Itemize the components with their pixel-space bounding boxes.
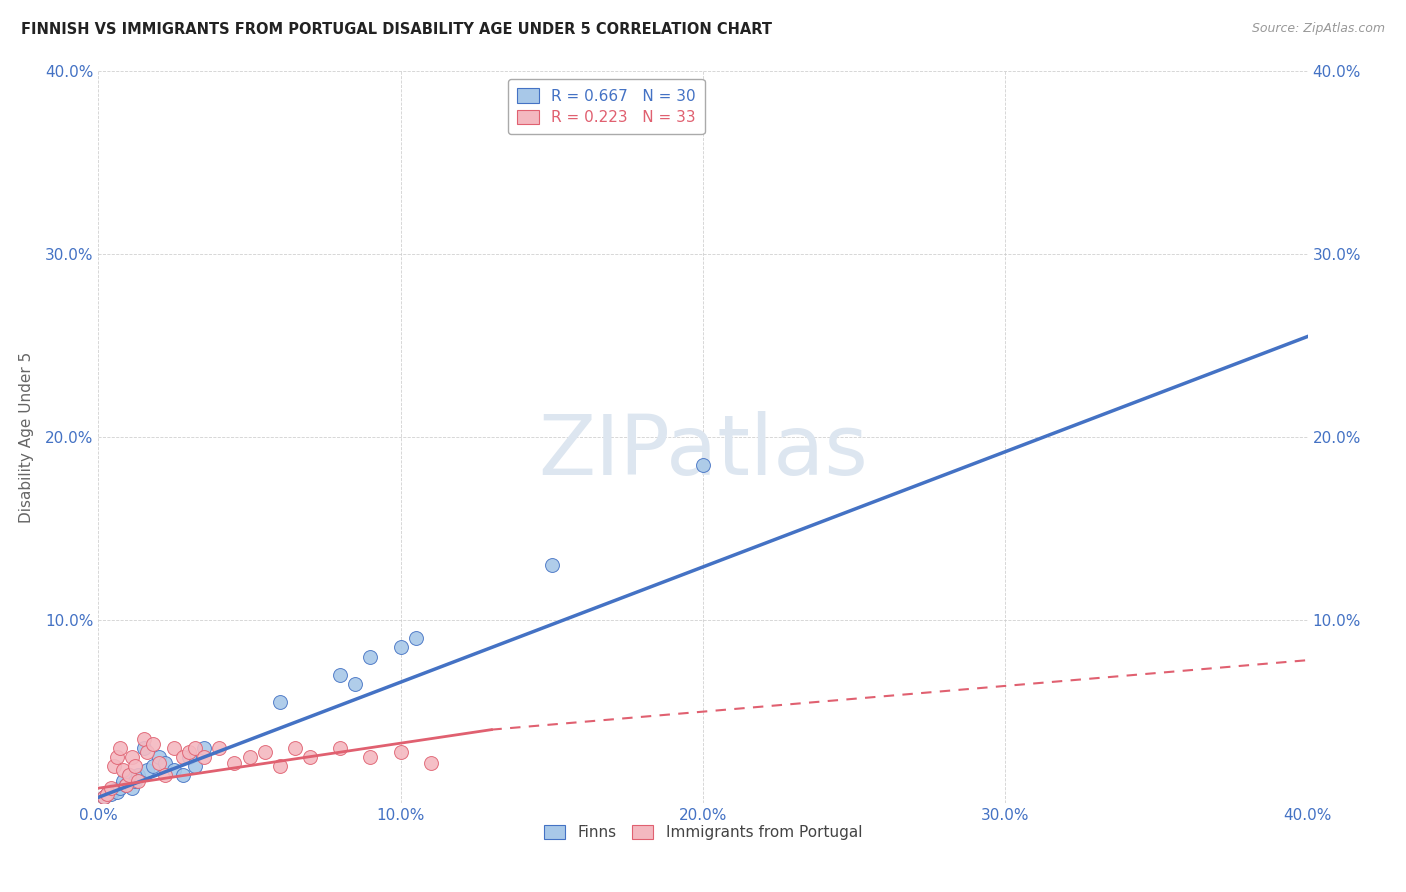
Point (329, 740, 352, 755)
Point (105, 750, 128, 764)
Point (132, 740, 155, 755)
Point (360, 649, 382, 664)
Point (269, 759, 291, 773)
Point (540, 558, 562, 573)
Point (148, 750, 170, 764)
Point (360, 750, 382, 764)
Text: Source: ZipAtlas.com: Source: ZipAtlas.com (1251, 22, 1385, 36)
Point (105, 785, 128, 799)
Point (96, 787, 118, 801)
Point (163, 763, 186, 777)
Legend: Finns, Immigrants from Portugal: Finns, Immigrants from Portugal (538, 819, 868, 847)
Point (148, 756, 170, 770)
Point (132, 731, 155, 746)
Text: FINNISH VS IMMIGRANTS FROM PORTUGAL DISABILITY AGE UNDER 5 CORRELATION CHART: FINNISH VS IMMIGRANTS FROM PORTUGAL DISA… (21, 22, 772, 37)
Point (93, 790, 115, 805)
Point (93, 790, 115, 805)
Point (224, 756, 246, 770)
Point (111, 773, 134, 788)
Point (420, 756, 443, 770)
Point (253, 745, 276, 759)
Point (405, 632, 427, 646)
Point (135, 745, 157, 759)
Point (114, 778, 136, 792)
Text: ZIPatlas: ZIPatlas (538, 411, 868, 492)
Point (163, 740, 186, 755)
Point (239, 750, 262, 764)
Point (118, 768, 141, 782)
Point (108, 740, 131, 755)
Point (184, 740, 207, 755)
Point (153, 768, 176, 782)
Point (389, 640, 412, 655)
Point (96, 787, 118, 801)
Point (329, 667, 352, 681)
Point (135, 763, 157, 777)
Point (142, 759, 165, 773)
Point (184, 759, 207, 773)
Point (172, 768, 194, 782)
Point (193, 750, 215, 764)
Point (124, 773, 146, 788)
Point (179, 745, 201, 759)
Point (344, 677, 367, 691)
Point (142, 737, 165, 751)
Point (127, 773, 149, 788)
Point (114, 778, 136, 792)
Point (127, 768, 149, 782)
Point (299, 750, 322, 764)
Point (153, 756, 176, 770)
Point (692, 458, 714, 472)
Point (284, 740, 307, 755)
Point (172, 750, 194, 764)
Point (100, 787, 122, 801)
Point (121, 781, 143, 796)
Point (124, 759, 146, 773)
Point (100, 781, 122, 796)
Point (389, 745, 412, 759)
Point (118, 768, 141, 782)
Point (111, 763, 134, 777)
Point (179, 750, 201, 764)
Y-axis label: Disability Age Under 5: Disability Age Under 5 (18, 351, 34, 523)
Point (103, 783, 125, 797)
Point (103, 759, 125, 773)
Point (193, 740, 215, 755)
Point (121, 750, 143, 764)
Point (108, 781, 131, 796)
Point (269, 695, 291, 709)
Point (208, 740, 231, 755)
